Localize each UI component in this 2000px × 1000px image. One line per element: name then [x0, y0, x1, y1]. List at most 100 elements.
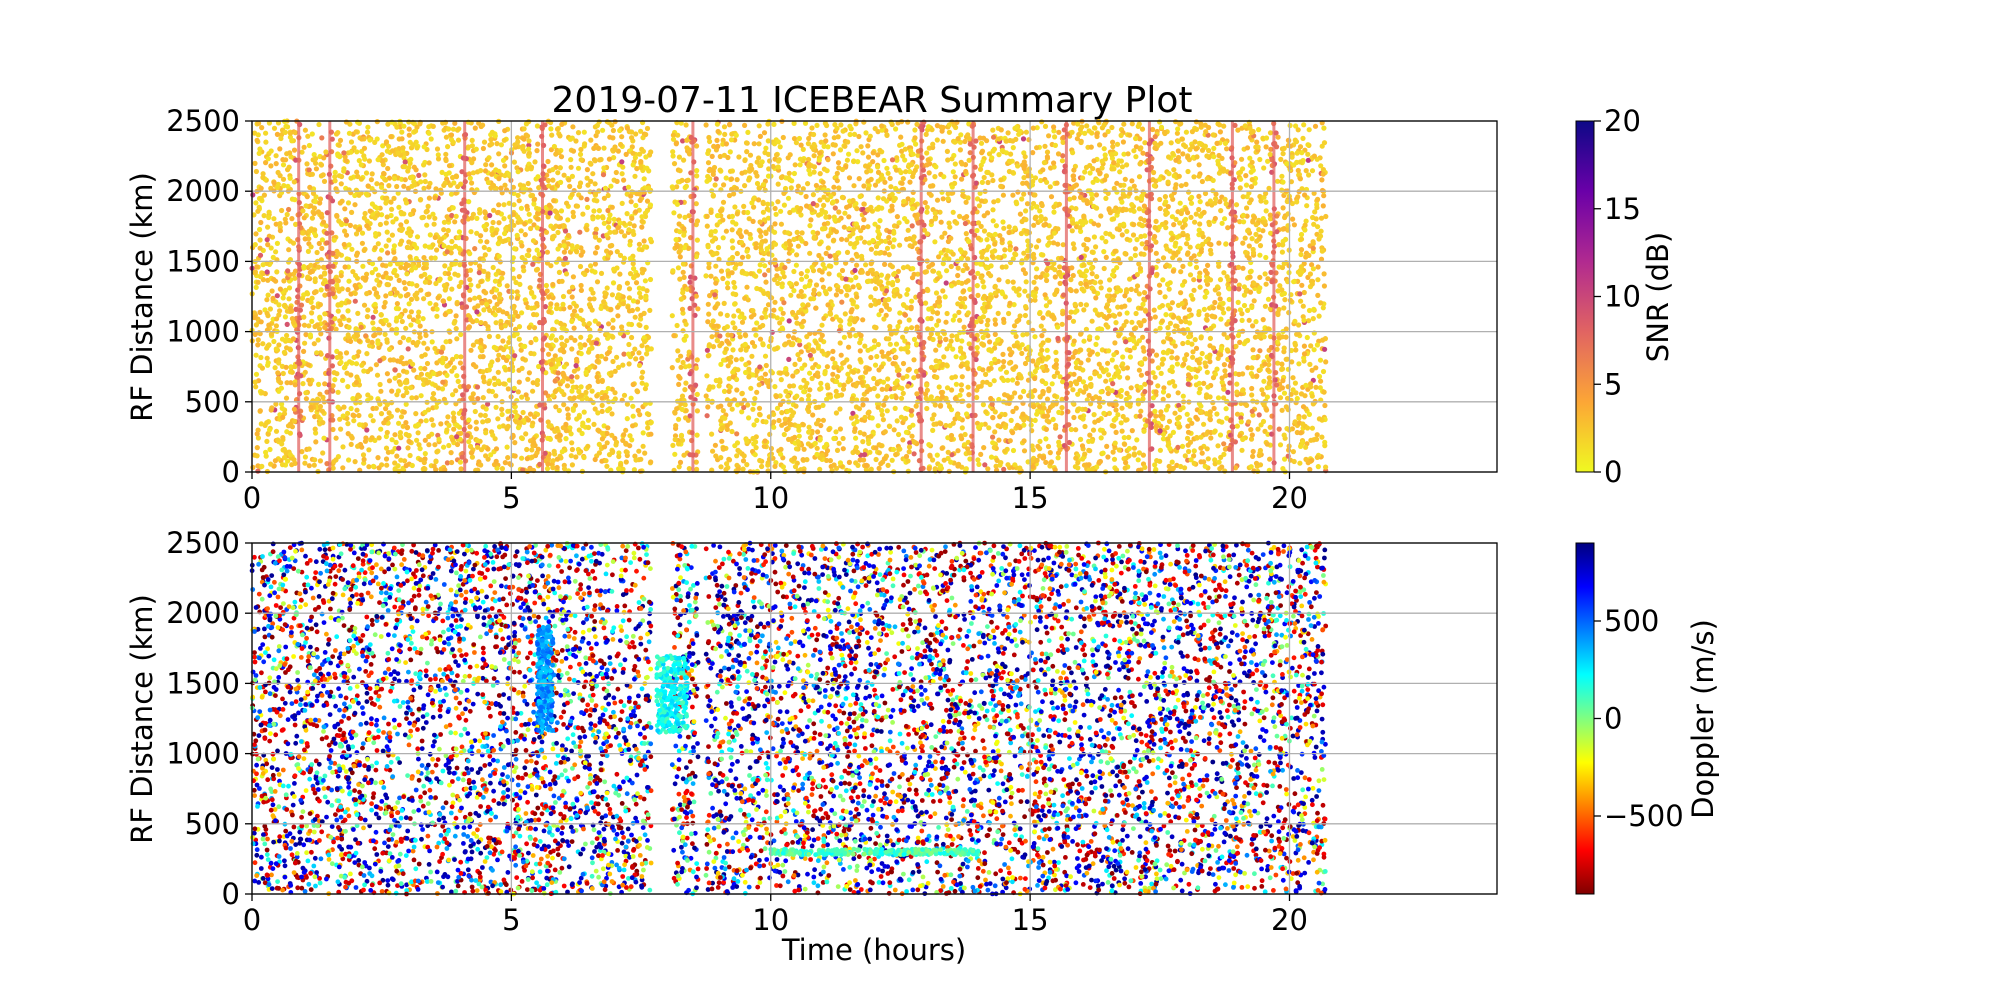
data-point [934, 322, 940, 328]
data-point [458, 331, 464, 338]
data-point [729, 131, 735, 137]
data-point [481, 139, 488, 145]
data-point [313, 166, 319, 172]
data-point [1113, 429, 1119, 435]
data-point [1204, 312, 1210, 318]
data-point [1322, 402, 1328, 409]
data-point [783, 388, 789, 394]
data-point [1239, 156, 1245, 162]
data-point [1125, 151, 1131, 157]
data-point [1060, 311, 1066, 317]
data-point [820, 417, 827, 423]
data-point [343, 350, 350, 356]
data-point [1103, 254, 1109, 260]
data-point [734, 431, 740, 437]
data-point [279, 207, 285, 214]
data-point [466, 417, 472, 423]
data-point [1306, 172, 1312, 178]
data-point [1094, 177, 1100, 183]
data-point [344, 370, 350, 376]
data-point [1013, 405, 1019, 411]
data-point [630, 403, 636, 409]
data-point [337, 137, 344, 143]
data-point [1151, 307, 1157, 313]
data-point [912, 127, 918, 133]
data-point [1301, 289, 1307, 296]
data-point [841, 334, 848, 340]
data-point [728, 176, 735, 182]
data-point [415, 430, 421, 436]
data-point [509, 289, 515, 295]
data-point [604, 430, 610, 437]
data-point [1049, 381, 1055, 387]
data-point [497, 291, 503, 297]
data-point [394, 273, 400, 279]
data-point [851, 369, 857, 375]
data-point [980, 250, 986, 256]
data-point [429, 417, 435, 423]
data-point [640, 369, 646, 375]
data-point [1000, 192, 1007, 198]
data-point [1168, 230, 1174, 236]
data-point [1279, 173, 1285, 179]
data-point [805, 181, 811, 187]
data-point [1192, 337, 1198, 343]
data-point [1223, 406, 1229, 412]
data-point [376, 435, 382, 441]
data-point [678, 120, 684, 126]
data-point [369, 435, 375, 441]
data-point [1005, 130, 1011, 136]
data-point [495, 357, 501, 363]
data-point [742, 183, 748, 189]
data-point [409, 395, 415, 401]
data-point [810, 192, 817, 198]
data-point [1267, 424, 1273, 430]
data-point [313, 439, 319, 445]
data-point [1323, 464, 1329, 470]
data-point [473, 146, 479, 152]
data-point [1279, 249, 1285, 255]
data-point [384, 148, 390, 154]
data-point [891, 223, 898, 229]
data-point [1298, 231, 1305, 238]
data-point [506, 339, 512, 345]
data-point [286, 296, 292, 302]
data-point [966, 392, 972, 398]
data-point [1237, 339, 1243, 345]
data-point [1313, 384, 1319, 390]
data-point [638, 164, 644, 170]
data-point [847, 203, 853, 209]
data-point [417, 334, 423, 340]
data-point [360, 263, 366, 269]
data-point [571, 325, 577, 331]
data-point [814, 122, 820, 128]
data-point [1113, 320, 1119, 326]
data-point [330, 465, 336, 471]
data-point [555, 246, 561, 252]
data-point [374, 181, 380, 187]
data-point [623, 151, 629, 157]
data-point [1109, 124, 1115, 131]
data-point [438, 421, 444, 427]
data-point [1114, 180, 1120, 186]
data-point [644, 288, 650, 294]
data-point [511, 159, 517, 165]
data-point [1091, 288, 1097, 294]
data-point [996, 437, 1002, 443]
data-point [379, 152, 385, 158]
data-point [880, 379, 887, 385]
data-point [1047, 450, 1053, 456]
data-point [418, 371, 424, 377]
data-point [732, 284, 738, 290]
data-point [1023, 228, 1029, 234]
data-point [898, 169, 904, 176]
data-point [1178, 290, 1184, 296]
data-point [991, 378, 997, 384]
data-point [720, 217, 726, 223]
data-point [383, 220, 389, 226]
data-point [604, 232, 610, 238]
data-point [344, 256, 350, 262]
data-point [370, 418, 376, 424]
data-point [713, 263, 719, 269]
